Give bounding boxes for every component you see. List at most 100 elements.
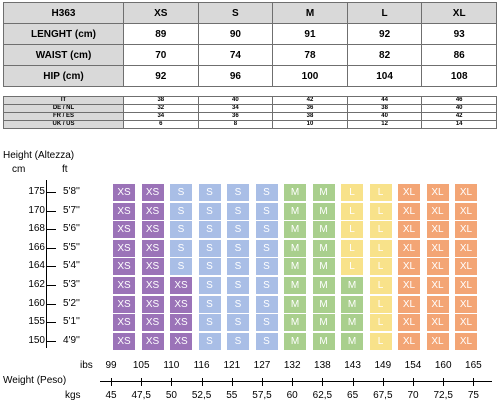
ibs-tick-label: 154	[404, 360, 422, 371]
table-cell: 70	[123, 44, 199, 66]
height-cm-label: 168	[28, 223, 45, 235]
header-cell: M	[272, 2, 348, 24]
size-cell: S	[255, 184, 278, 201]
size-cell: XL	[398, 221, 420, 239]
size-cell: L	[369, 258, 392, 276]
size-cell: L	[341, 258, 363, 276]
header-cell: H363	[3, 2, 124, 24]
size-cell: S	[227, 277, 249, 294]
size-cell: XL	[426, 184, 449, 201]
height-cm-label: 155	[28, 316, 45, 328]
size-cell: M	[312, 202, 335, 220]
kgs-tick-label: 62,5	[312, 390, 333, 401]
height-tick	[46, 210, 56, 212]
row-label: WAIST (cm)	[3, 44, 124, 66]
size-cell: L	[369, 221, 392, 239]
size-cell: XS	[170, 332, 192, 350]
weight-label: Weight (Peso)	[3, 375, 67, 386]
header-cell: XL	[421, 2, 497, 24]
height-ft-label: 5'4''	[63, 260, 80, 272]
size-cell: S	[198, 221, 221, 239]
size-cell: L	[341, 239, 363, 257]
size-cell: S	[255, 258, 278, 276]
ibs-tick-label: 110	[163, 360, 180, 371]
size-cell: S	[170, 239, 192, 257]
size-cell: XS	[141, 295, 164, 313]
weight-axis-line	[100, 381, 492, 382]
size-cell: XL	[426, 295, 449, 313]
size-cell: L	[341, 202, 363, 220]
size-cell: S	[227, 221, 249, 239]
height-cm-label: 170	[28, 204, 45, 216]
table-cell: 8	[197, 120, 274, 129]
ft-unit-label: ft	[62, 164, 68, 175]
row-label: DE / NL	[3, 104, 124, 113]
height-cm-label: 164	[28, 260, 45, 272]
size-cell: XS	[113, 221, 135, 239]
ibs-tick-label: 143	[344, 360, 361, 371]
size-cell: S	[227, 332, 249, 350]
size-cell: S	[170, 221, 192, 239]
size-cell: M	[284, 332, 306, 350]
row-label: FR / ES	[3, 112, 124, 121]
size-cell: XL	[426, 258, 449, 276]
height-ft-label: 5'3''	[63, 279, 80, 290]
table-cell: 40	[421, 104, 497, 113]
table-cell: 93	[421, 23, 497, 45]
size-cell: M	[341, 332, 363, 350]
size-cell: XS	[113, 202, 135, 220]
table-row: DE / NL 32 34 36 38 40	[3, 104, 497, 113]
table-cell: 36	[272, 104, 348, 113]
size-cell: XL	[455, 202, 477, 220]
size-cell: XS	[141, 221, 164, 239]
table-cell: 36	[197, 112, 274, 121]
size-cell: M	[284, 239, 306, 257]
cm-unit-label: cm	[12, 164, 26, 175]
size-cell: S	[227, 258, 249, 276]
size-cell: S	[255, 202, 278, 220]
height-tick	[46, 303, 56, 305]
size-cell: L	[341, 184, 363, 201]
height-tick	[46, 229, 56, 231]
height-ft-label: 5'7''	[63, 204, 80, 216]
kgs-tick-label: 50	[165, 390, 177, 401]
weight-tick	[473, 378, 475, 386]
size-cell: XL	[398, 295, 420, 313]
size-cell: XL	[455, 314, 477, 332]
size-conversion-table: IT 38 40 42 44 46 DE / NL 32 34 36 38 40…	[3, 96, 497, 129]
table-cell: 100	[272, 65, 348, 87]
size-cell: M	[284, 221, 306, 239]
size-cell: XS	[141, 184, 164, 201]
table-row: UK / US 6 8 10 12 14	[3, 120, 497, 129]
size-cell: L	[369, 277, 392, 294]
table-row: LENGHT (cm) 89 90 91 92 93	[3, 23, 497, 45]
height-cm-label: 150	[28, 334, 45, 346]
size-cell: XL	[455, 239, 477, 257]
size-cell: XL	[398, 202, 420, 220]
height-ft-label: 5'1''	[63, 316, 80, 328]
size-cell: M	[312, 239, 335, 257]
weight-tick	[382, 378, 384, 386]
table-row: IT 38 40 42 44 46	[3, 96, 497, 105]
size-cell: M	[312, 184, 335, 201]
table-row: HIP (cm) 92 96 100 104 108	[3, 65, 497, 87]
table-cell: 32	[123, 104, 199, 113]
height-ft-label: 5'2''	[63, 297, 80, 309]
table-cell: 91	[272, 23, 348, 45]
kgs-tick-label: 57,5	[252, 390, 272, 401]
height-tick	[46, 340, 56, 342]
size-cell: XS	[113, 239, 135, 257]
table-cell: 40	[346, 112, 423, 121]
kgs-tick-label: 55	[226, 390, 238, 401]
size-cell: L	[341, 221, 363, 239]
size-cell: S	[255, 332, 278, 350]
size-cell: S	[255, 277, 278, 294]
size-cell: M	[284, 314, 306, 332]
table-cell: 42	[272, 96, 348, 105]
size-cell: XS	[113, 258, 135, 276]
size-cell: XL	[398, 239, 420, 257]
height-tick	[46, 247, 56, 249]
size-cell: XS	[141, 239, 164, 257]
size-cell: XL	[455, 258, 477, 276]
ibs-tick-label: 105	[132, 360, 150, 371]
